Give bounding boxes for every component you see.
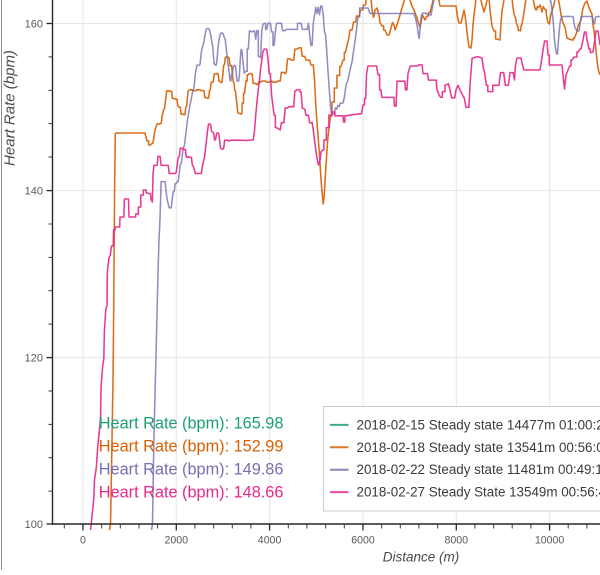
svg-text:Heart Rate (bpm): Heart Rate (bpm) — [2, 50, 19, 166]
svg-text:6000: 6000 — [351, 535, 375, 547]
svg-text:Heart Rate (bpm): 149.86: Heart Rate (bpm): 149.86 — [99, 460, 284, 478]
svg-text:2018-02-18 Steady state 13541m: 2018-02-18 Steady state 13541m 00:56:03 — [357, 440, 600, 455]
svg-text:Heart Rate (bpm): 165.98: Heart Rate (bpm): 165.98 — [99, 414, 284, 432]
svg-text:100: 100 — [25, 519, 43, 531]
svg-text:Heart Rate (bpm): 152.99: Heart Rate (bpm): 152.99 — [99, 437, 284, 455]
svg-text:0: 0 — [80, 535, 86, 547]
svg-text:8000: 8000 — [445, 535, 469, 547]
svg-text:Distance (m): Distance (m) — [383, 550, 460, 565]
svg-text:2000: 2000 — [165, 535, 189, 547]
svg-text:160: 160 — [25, 19, 43, 31]
svg-text:2018-02-15 Steady state 14477m: 2018-02-15 Steady state 14477m 01:00:26 — [357, 417, 600, 432]
svg-text:10000: 10000 — [535, 535, 565, 547]
svg-text:2018-02-22 Steady state 11481m: 2018-02-22 Steady state 11481m 00:49:12 — [357, 462, 600, 477]
svg-text:Heart Rate (bpm): 148.66: Heart Rate (bpm): 148.66 — [99, 483, 284, 501]
svg-text:4000: 4000 — [258, 535, 282, 547]
svg-text:140: 140 — [25, 186, 43, 198]
svg-text:120: 120 — [25, 353, 43, 365]
svg-text:2018-02-27 Steady State 13549m: 2018-02-27 Steady State 13549m 00:56:44 — [357, 485, 600, 500]
